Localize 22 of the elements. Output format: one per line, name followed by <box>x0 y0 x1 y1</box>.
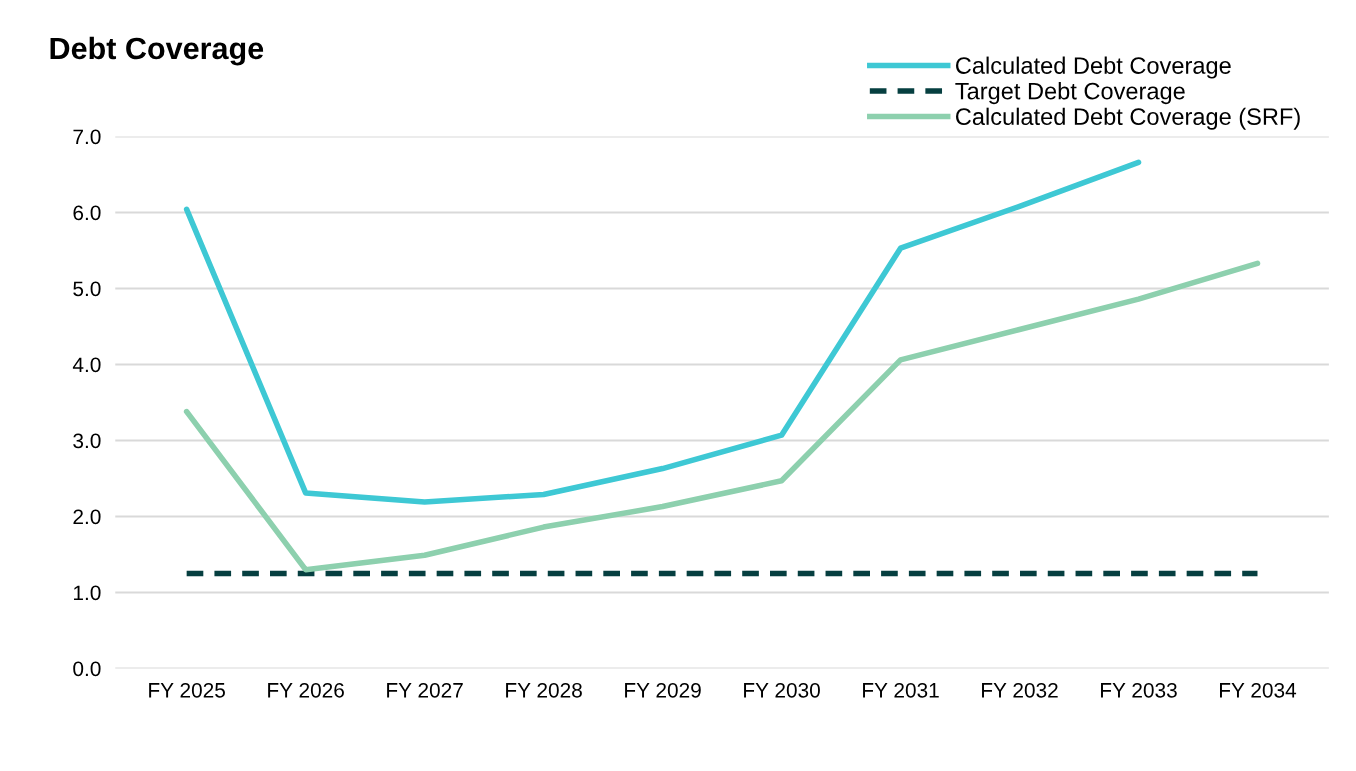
x-tick-label: FY 2034 <box>1220 682 1297 698</box>
legend-label: Calculated Debt Coverage (SRF) <box>956 107 1300 130</box>
legend-label: Calculated Debt Coverage <box>956 56 1231 79</box>
chart-title: Debt Coverage <box>50 36 264 66</box>
x-tick-label: FY 2027 <box>387 682 463 698</box>
y-tick-label: 3.0 <box>73 433 101 449</box>
x-tick-label: FY 2025 <box>149 682 225 698</box>
y-tick-label: 5.0 <box>73 281 101 297</box>
y-tick-label: 4.0 <box>72 357 101 373</box>
y-tick-label: 0.0 <box>73 661 101 677</box>
x-tick-label: FY 2032 <box>982 682 1058 698</box>
y-tick-label: 7.0 <box>73 129 101 145</box>
x-tick-label: FY 2026 <box>268 682 344 698</box>
x-tick-label: FY 2028 <box>506 682 582 698</box>
x-tick-label: FY 2031 <box>863 682 939 698</box>
x-tick-label: FY 2030 <box>744 682 820 698</box>
x-tick-label: FY 2033 <box>1101 682 1177 698</box>
y-tick-label: 2.0 <box>73 509 101 525</box>
legend-label: Target Debt Coverage <box>955 82 1185 105</box>
y-tick-label: 6.0 <box>73 205 101 221</box>
x-tick-label: FY 2029 <box>625 682 701 698</box>
y-tick-label: 1.0 <box>74 585 101 601</box>
